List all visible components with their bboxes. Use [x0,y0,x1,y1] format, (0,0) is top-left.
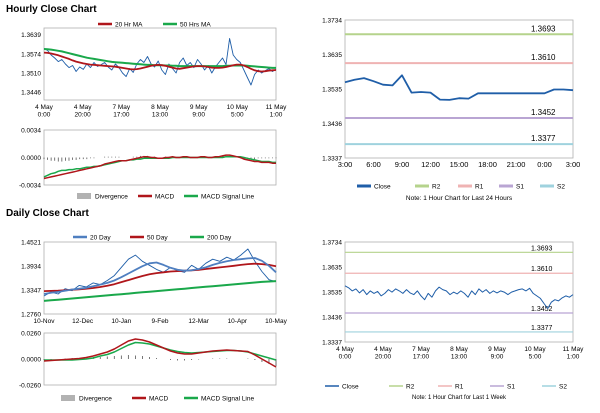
hourly-price-x-tick-label: 8 May 13:00 [151,104,169,119]
daily-price-y-tick-label: 1.2760 [21,312,41,319]
hourly-section-title: Hourly Close Chart [6,4,97,15]
daily-price-x-tick-label: 12-Mar [188,318,209,325]
daily-week-x-tick-label: 9 May 9:00 [488,346,506,361]
hourly-24h-x-tick-label: 3:00 [566,160,581,169]
daily-price-x-tick-label: 10-May [265,318,287,325]
hourly-24h-y-tick-label: 1.3535 [322,87,342,94]
daily-macd-y-tick-label: -0.0260 [19,383,41,390]
hourly-price-x-tick-label: 7 May 17:00 [112,104,130,119]
hourly-macd-y-tick-label: -0.0034 [19,183,41,190]
hourly-macd-y-tick-label: 0.0034 [21,128,41,135]
hourly-ma20-line [43,51,277,73]
daily-legend-50day-label: 50 Day [147,235,168,242]
hourly-24h-x-tick-label: 15:00 [450,160,469,169]
daily-ma200-line [43,280,277,302]
daily-macd-line [43,338,277,368]
daily-week-legend-r2-label: R2 [406,384,415,391]
hourly-24h-y-tick-label: 1.3436 [322,121,342,128]
daily-week-x-tick-label: 4 May 0:00 [336,346,354,361]
hourly-price-x-tick-label: 9 May 9:00 [190,104,208,119]
hourly-legend-signal-label: MACD Signal Line [201,194,254,201]
hourly-24h-x-tick-label: 3:00 [338,160,353,169]
hourly-macd-y-tick-label: 0.0000 [21,155,41,162]
pivot-label-r2: 1.3693 [531,24,556,33]
daily-price-y-tick-label: 1.4521 [21,240,41,247]
hourly-24h-x-tick-label: 12:00 [421,160,440,169]
hourly-price-y-tick-label: 1.3639 [21,32,41,39]
hourly-legend-macd-label: MACD [155,194,174,201]
daily-week-close-line [344,285,574,309]
hourly-24h-x-tick-label: 9:00 [395,160,410,169]
daily-week-legend-r1-label: R1 [455,384,464,391]
hourly-24h-x-tick-label: 21:00 [507,160,526,169]
daily-price-x-tick-label: 10-Nov [34,318,56,325]
hourly-24h-frame [344,19,574,159]
hourly-24h-close-line [344,74,574,101]
hourly-24h-y-tick-label: 1.3635 [322,52,342,59]
hourly-24h-y-tick-label: 1.3337 [322,156,342,163]
daily-week-y-tick-label: 1.3635 [322,264,342,271]
daily-week-legend-s1-label: S1 [507,384,515,391]
daily-macd-y-tick-label: 0.0260 [21,331,41,338]
hourly-24h-legend-r1-label: R1 [475,184,484,191]
hourly-macd-line [43,154,276,180]
hourly-24h-legend-s1-label: S1 [516,184,524,191]
daily-price-y-tick-label: 1.3934 [21,264,41,271]
hourly-price-y-tick-label: 1.3574 [21,51,41,58]
daily-price-x-tick-label: 9-Feb [152,318,169,325]
daily-week-y-tick-label: 1.3337 [322,340,342,347]
hourly-price-x-tick-label: 10 May 5:00 [227,104,249,119]
daily-week-note: Note: 1 Hour Chart for Last 1 Week [412,395,507,401]
hourly-24h-legend-r2-label: R2 [432,184,441,191]
pivot-label-s1: 1.3452 [531,108,556,117]
daily-week-y-tick-label: 1.3535 [322,290,342,297]
daily-price-x-tick-label: 12-Dec [72,318,94,325]
daily-legend-200day-label: 200 Day [207,235,232,242]
daily-week-y-tick-label: 1.3734 [322,240,342,247]
hourly-24h-legend-s2-label: S2 [557,184,565,191]
daily-section-title: Daily Close Chart [6,208,89,219]
daily-pivot-label-r2: 1.3693 [531,245,553,252]
hourly-legend-divergence-label: Divergence [95,194,128,201]
daily-pivot-label-r1: 1.3610 [531,266,553,273]
pivot-label-s2: 1.3377 [531,134,556,143]
daily-week-x-tick-label: 4 May 20:00 [374,346,392,361]
daily-week-x-tick-label: 10 May 5:00 [524,346,546,361]
hourly-24h-x-tick-label: 6:00 [366,160,381,169]
hourly-24h-legend-close-label: Close [374,184,391,191]
hourly-24h-x-tick-label: 18:00 [478,160,497,169]
daily-close-line [43,248,277,297]
hourly-price-x-tick-label: 4 May 20:00 [74,104,92,119]
daily-week-legend-close-label: Close [342,384,359,391]
daily-price-x-tick-label: 10-Jan [111,318,131,325]
hourly-24h-y-tick-label: 1.3734 [322,18,342,25]
daily-week-x-tick-label: 7 May 17:00 [412,346,430,361]
hourly-24h-x-tick-label: 0:00 [537,160,552,169]
daily-week-x-tick-label: 11 May 1:00 [563,346,585,361]
daily-pivot-label-s2: 1.3377 [531,325,553,332]
hourly-24h-note: Note: 1 Hour Chart for Last 24 Hours [406,195,513,202]
pivot-label-r1: 1.3610 [531,53,556,62]
daily-price-x-tick-label: 10-Apr [228,318,248,325]
daily-legend-20day-label: 20 Day [90,235,111,242]
hourly-price-y-tick-label: 1.3510 [21,71,41,78]
hourly-legend-ma20-label: 20 Hr MA [115,22,143,29]
daily-ma20-line [43,257,277,295]
daily-macd-y-tick-label: 0.0000 [21,357,41,364]
hourly-price-x-tick-label: 11 May 1:00 [266,104,288,119]
daily-legend-signal-label: MACD Signal Line [201,396,254,403]
hourly-price-x-tick-label: 4 May 0:00 [35,104,53,119]
daily-pivot-label-s1: 1.3452 [531,306,553,313]
daily-legend-divergence-label: Divergence [79,396,112,403]
hourly-legend-ma50-label: 50 Hrs MA [180,22,211,29]
daily-week-x-tick-label: 8 May 13:00 [450,346,468,361]
daily-legend-macd-label: MACD [149,396,168,403]
hourly-price-y-tick-label: 1.3446 [21,90,41,97]
daily-price-frame [43,241,277,315]
daily-week-legend-s2-label: S2 [559,384,567,391]
daily-week-y-tick-label: 1.3436 [322,315,342,322]
daily-price-y-tick-label: 1.3347 [21,288,41,295]
